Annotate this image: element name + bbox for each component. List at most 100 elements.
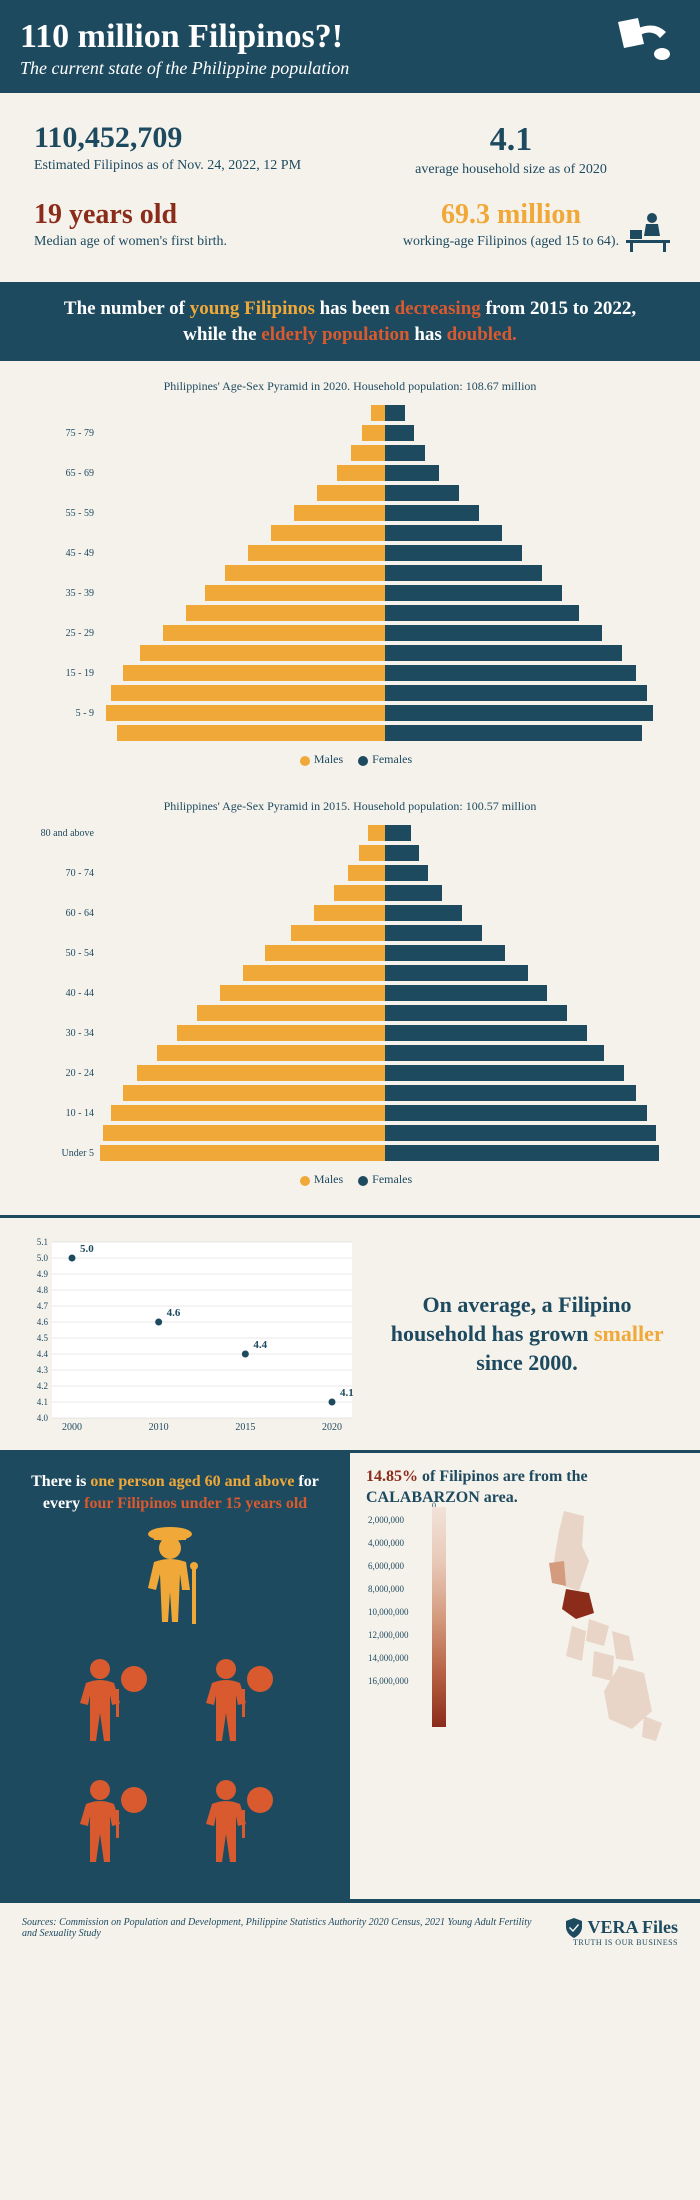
scale-gradient [432,1507,446,1727]
female-bar [385,485,459,501]
age-label: 55 - 59 [30,508,100,519]
male-bar [157,1045,385,1061]
age-label: 75 - 79 [30,428,100,439]
svg-text:5.0: 5.0 [80,1243,94,1255]
pyramid-row [30,1004,670,1022]
male-bar [177,1025,385,1041]
age-label: 70 - 74 [30,868,100,879]
female-swatch [358,756,368,766]
age-label: 25 - 29 [30,628,100,639]
age-label: 10 - 14 [30,1108,100,1119]
female-bar [385,1065,624,1081]
svg-text:2015: 2015 [235,1422,255,1433]
svg-text:5.0: 5.0 [37,1253,49,1263]
male-bar [265,945,385,961]
male-bar [197,1005,385,1021]
female-bar [385,905,462,921]
female-bar [385,585,562,601]
age-label: 80 and above [30,828,100,839]
pyramid-row [30,684,670,702]
age-label: 60 - 64 [30,908,100,919]
female-bar [385,505,479,521]
stat-desc: Estimated Filipinos as of Nov. 24, 2022,… [34,157,344,175]
female-bar [385,545,522,561]
pyramid-row [30,604,670,622]
female-bar [385,645,622,661]
age-label: Under 5 [30,1148,100,1159]
svg-text:4.7: 4.7 [37,1301,49,1311]
svg-text:4.3: 4.3 [37,1365,49,1375]
pyramid-row [30,444,670,462]
pyramid-2015: Philippines' Age-Sex Pyramid in 2015. Ho… [0,795,700,1215]
scale-tick: 14,000,000 [368,1653,409,1663]
svg-text:4.8: 4.8 [37,1285,49,1295]
pyramid-row: 30 - 34 [30,1024,670,1042]
stat-desc: average household size as of 2020 [356,161,666,179]
svg-text:4.0: 4.0 [37,1413,49,1423]
female-bar [385,925,482,941]
dependency-ratio-panel: There is one person aged 60 and above fo… [0,1453,350,1899]
pyramid-row [30,964,670,982]
pyramid-legend: Males Females [30,744,670,785]
male-bar [205,585,385,601]
age-label: 5 - 9 [30,708,100,719]
elderly-icon [130,1520,220,1630]
pyramid-row: 5 - 9 [30,704,670,722]
scale-tick: 12,000,000 [368,1630,409,1640]
pyramid-row [30,564,670,582]
philippines-map-icon [494,1501,694,1761]
pyramid-row [30,844,670,862]
pyramid-legend-2: Males Females [30,1164,670,1205]
male-bar [123,665,385,681]
svg-text:5.1: 5.1 [37,1237,48,1247]
scale-tick: 4,000,000 [368,1538,409,1548]
female-bar [385,1025,587,1041]
female-bar [385,1005,567,1021]
male-bar [359,845,385,861]
pyramid-row: Under 5 [30,1144,670,1162]
svg-text:4.1: 4.1 [37,1397,48,1407]
vera-files-logo: VERA Files TRUTH IS OUR BUSINESS [565,1917,678,1947]
age-label: 45 - 49 [30,548,100,559]
stat-desc: working-age Filipinos (aged 15 to 64). [356,233,666,251]
pyramid-row: 60 - 64 [30,904,670,922]
female-bar [385,425,414,441]
male-bar [271,525,385,541]
male-bar [140,645,385,661]
bucket-paint-icon [610,16,674,66]
male-bar [334,885,385,901]
svg-text:4.5: 4.5 [37,1333,49,1343]
highlight-band: The number of young Filipinos has been d… [0,282,700,361]
female-bar [385,685,647,701]
child-icon [198,1657,278,1752]
stat-value: 110,452,709 [34,123,344,153]
pyramid-row: 55 - 59 [30,504,670,522]
svg-text:2010: 2010 [149,1422,169,1433]
pyramid-row: 70 - 74 [30,864,670,882]
male-bar [111,685,385,701]
female-bar [385,565,542,581]
pyramid-row [30,1044,670,1062]
pyramid-row: 25 - 29 [30,624,670,642]
female-bar [385,665,636,681]
pyramid-row: 75 - 79 [30,424,670,442]
male-bar [371,405,385,421]
male-bar [186,605,386,621]
female-bar [385,1105,647,1121]
male-bar [314,905,385,921]
calabarzon-panel: 14.85% of Filipinos are from the CALABAR… [350,1453,700,1899]
stat-desc: Median age of women's first birth. [34,233,344,251]
scale-tick: 8,000,000 [368,1584,409,1594]
child-icon [72,1778,152,1873]
age-label: 35 - 39 [30,588,100,599]
bottom-row: There is one person aged 60 and above fo… [0,1453,700,1899]
pyramid-row [30,644,670,662]
infographic: 110 million Filipinos?! The current stat… [0,0,700,1969]
female-bar [385,1125,656,1141]
pyramid-row [30,924,670,942]
pyramid-row: 50 - 54 [30,944,670,962]
male-bar [103,1125,385,1141]
svg-text:4.2: 4.2 [37,1381,48,1391]
male-bar [106,705,385,721]
male-swatch [300,1176,310,1186]
